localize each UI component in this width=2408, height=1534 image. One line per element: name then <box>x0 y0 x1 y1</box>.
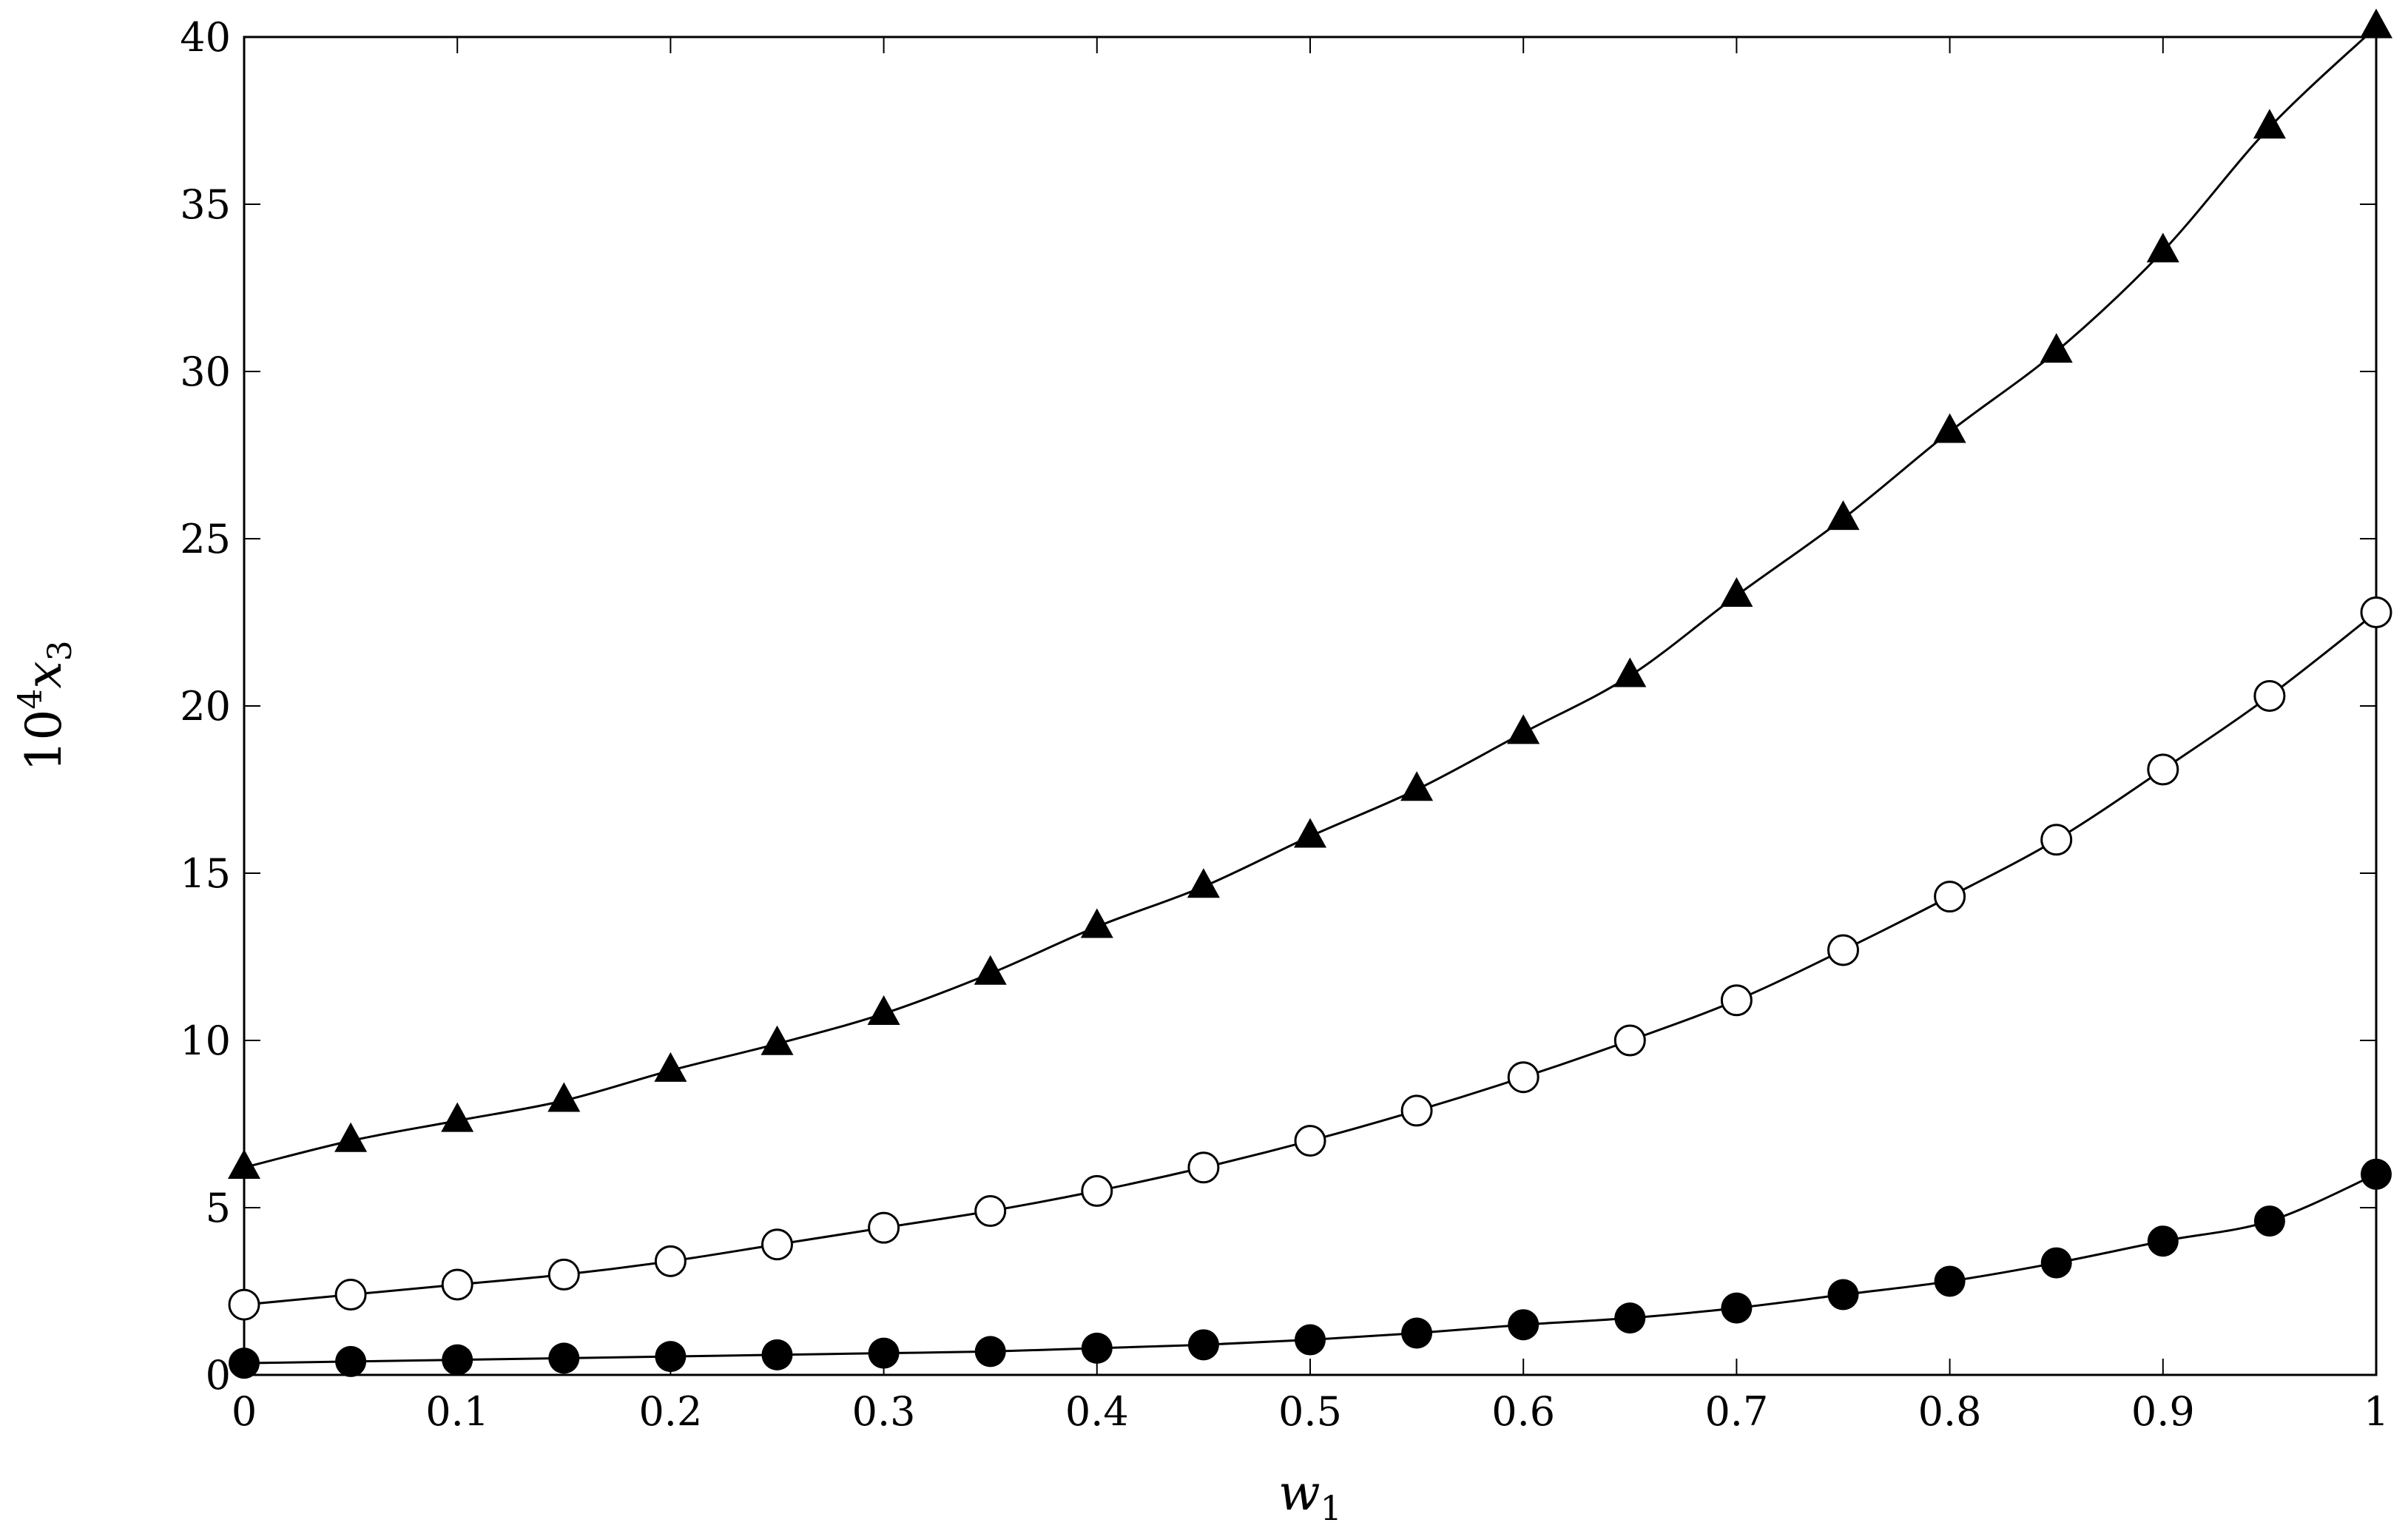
data-point-filled-circle <box>442 1344 473 1376</box>
series-markers <box>228 8 2392 1379</box>
data-point-open-circle <box>761 1228 793 1261</box>
y-tick-label: 5 <box>206 1185 231 1231</box>
data-point-open-circle <box>441 1268 473 1301</box>
data-point-triangle <box>1720 577 1753 608</box>
data-point-open-circle <box>334 1279 367 1311</box>
data-point-filled-circle <box>2040 1247 2072 1279</box>
data-point-triangle <box>1294 818 1326 848</box>
data-point-triangle <box>1187 868 1220 898</box>
y-axis-title: 104x3 <box>12 640 79 771</box>
data-point-filled-circle <box>1081 1332 1113 1364</box>
data-point-triangle <box>2146 232 2179 263</box>
series-line-1 <box>243 26 2378 1169</box>
data-point-filled-circle <box>548 1342 580 1374</box>
data-point-triangle <box>974 955 1007 985</box>
data-point-open-circle <box>1400 1094 1433 1127</box>
x-tick-label: 0.5 <box>1278 1388 1342 1435</box>
data-point-triangle <box>1827 500 1860 531</box>
data-point-triangle <box>1507 714 1540 744</box>
data-point-triangle <box>334 1122 368 1152</box>
data-point-open-circle <box>1934 881 1966 913</box>
data-point-triangle <box>547 1082 581 1112</box>
data-point-open-circle <box>1507 1061 1539 1094</box>
data-point-triangle <box>654 1052 687 1082</box>
data-point-open-circle <box>2253 679 2286 712</box>
data-point-triangle <box>2360 8 2392 38</box>
data-point-filled-circle <box>761 1339 793 1370</box>
data-point-open-circle <box>2360 596 2392 628</box>
x-tick-label: 0.8 <box>1918 1388 1982 1435</box>
data-point-filled-circle <box>1721 1292 1753 1324</box>
y-tick-label: 30 <box>180 349 231 395</box>
data-point-triangle <box>2040 333 2073 363</box>
y-tick-label: 15 <box>180 850 231 897</box>
series-lines <box>243 26 2378 1365</box>
data-point-open-circle <box>547 1258 580 1291</box>
x-tick-label: 0.7 <box>1704 1388 1768 1435</box>
x-tick-label: 0.6 <box>1491 1388 1555 1435</box>
data-point-open-circle <box>1613 1024 1646 1057</box>
data-point-filled-circle <box>1934 1265 1966 1297</box>
x-tick-label: 0 <box>232 1388 257 1435</box>
data-point-open-circle <box>2147 753 2179 786</box>
data-point-filled-circle <box>1508 1309 1539 1341</box>
data-point-filled-circle <box>1614 1302 1646 1334</box>
x-tick-label: 1 <box>2364 1388 2389 1435</box>
y-tick-label: 35 <box>180 181 231 228</box>
data-point-triangle <box>1400 771 1434 801</box>
data-point-filled-circle <box>1187 1329 1219 1361</box>
data-point-filled-circle <box>868 1337 900 1369</box>
x-tick-label: 0.9 <box>2131 1388 2195 1435</box>
y-tick-label: 25 <box>180 516 231 562</box>
x-axis-title: w1 <box>1278 1464 1342 1528</box>
data-point-open-circle <box>228 1288 260 1321</box>
data-point-filled-circle <box>655 1341 687 1373</box>
axis-ticks <box>243 36 2377 1376</box>
series-line-2 <box>243 611 2377 1306</box>
data-point-filled-circle <box>1827 1279 1859 1311</box>
data-point-triangle <box>228 1148 260 1179</box>
data-point-filled-circle <box>1401 1317 1433 1349</box>
data-point-open-circle <box>2040 824 2073 856</box>
tick-labels: 0 0.1 0.2 0.3 0.4 0.5 0.6 0.7 0.8 0.9 105101520253… <box>180 14 2389 1435</box>
y-tick-label: 40 <box>180 14 231 61</box>
y-tick-label: 20 <box>180 683 231 730</box>
data-point-filled-circle <box>1295 1324 1326 1356</box>
data-point-triangle <box>867 995 900 1026</box>
x-tick-label: 0.4 <box>1065 1388 1129 1435</box>
data-point-triangle <box>1933 413 1966 443</box>
data-point-filled-circle <box>229 1348 260 1379</box>
data-point-open-circle <box>974 1195 1007 1228</box>
data-point-open-circle <box>1187 1151 1220 1184</box>
y-tick-label: 0 <box>206 1352 231 1399</box>
data-point-filled-circle <box>974 1336 1006 1368</box>
data-point-triangle <box>1613 657 1647 687</box>
data-point-open-circle <box>1720 984 1753 1017</box>
data-point-triangle <box>2253 109 2286 139</box>
x-tick-label: 0.1 <box>425 1388 489 1435</box>
x-tick-label: 0.3 <box>852 1388 916 1435</box>
data-point-filled-circle <box>335 1345 367 1377</box>
data-point-open-circle <box>1294 1125 1326 1157</box>
data-point-filled-circle <box>2361 1158 2392 1190</box>
data-point-open-circle <box>1081 1174 1113 1207</box>
data-point-open-circle <box>654 1245 687 1277</box>
data-point-filled-circle <box>2147 1225 2179 1257</box>
plot-frame <box>243 36 2378 1376</box>
x-tick-label: 0.2 <box>638 1388 702 1435</box>
data-point-triangle <box>441 1102 474 1132</box>
data-point-open-circle <box>1827 934 1859 966</box>
data-point-open-circle <box>868 1211 900 1244</box>
data-point-triangle <box>1080 908 1113 938</box>
y-tick-label: 10 <box>180 1017 231 1064</box>
data-point-filled-circle <box>2253 1205 2285 1237</box>
data-point-triangle <box>760 1025 794 1055</box>
